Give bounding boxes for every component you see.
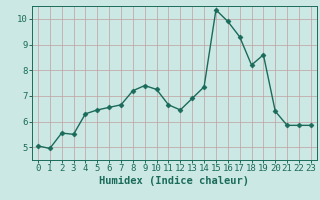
X-axis label: Humidex (Indice chaleur): Humidex (Indice chaleur)	[100, 176, 249, 186]
